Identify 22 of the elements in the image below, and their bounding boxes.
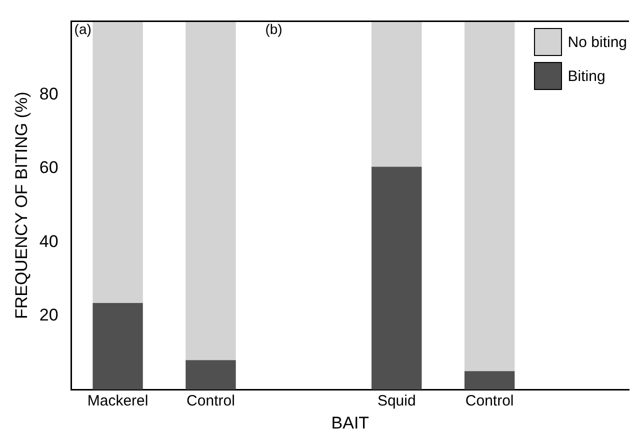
x-tick-label: Squid <box>377 392 416 410</box>
y-tick-label: 20 <box>39 306 58 325</box>
y-axis-title: FREQUENCY OF BITING (%) <box>12 92 31 320</box>
annotation: (a) <box>74 21 92 38</box>
bar <box>186 360 236 390</box>
legend-label: Biting <box>568 68 606 84</box>
bar <box>186 21 236 360</box>
bar <box>464 371 515 390</box>
legend-label: No biting <box>568 34 627 50</box>
annotation: (b) <box>265 21 282 38</box>
x-tick-label: Control <box>186 392 235 410</box>
bar <box>372 166 422 390</box>
y-tick-label: 40 <box>39 232 58 251</box>
x-tick-label: Control <box>465 392 514 410</box>
bar <box>464 21 515 372</box>
x-tick-label: Mackerel <box>87 392 148 410</box>
x-axis-title: BAIT <box>331 413 370 432</box>
bar <box>92 303 143 390</box>
bar <box>372 21 422 167</box>
y-tick-label: 60 <box>39 158 58 178</box>
bar <box>92 21 143 304</box>
y-tick-label: 80 <box>39 84 58 104</box>
